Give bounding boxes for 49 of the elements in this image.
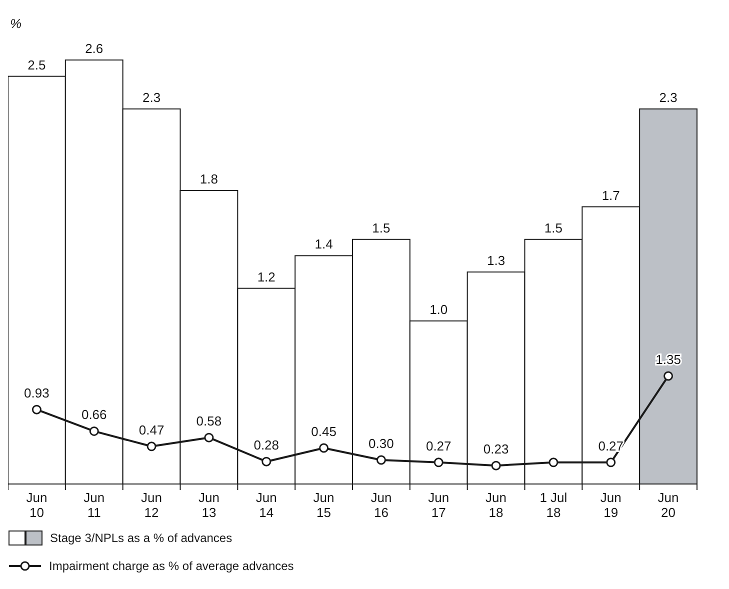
data-label: 1.8 bbox=[200, 171, 218, 186]
x-tick-label: Jun 20 bbox=[658, 490, 679, 520]
data-label: 1.4 bbox=[314, 236, 333, 252]
point bbox=[491, 460, 501, 470]
data-label: 0.45 bbox=[311, 424, 336, 439]
data-label: 2.3 bbox=[142, 90, 161, 105]
data-label: 0.28 bbox=[254, 438, 280, 453]
x-tick-label: Jun 13 bbox=[198, 490, 220, 520]
data-label: 1.7 bbox=[602, 188, 620, 203]
data-label: 1.5 bbox=[372, 220, 390, 236]
x-tick-label: Jun 17 bbox=[428, 490, 450, 520]
data-label: 2.3 bbox=[659, 90, 678, 105]
data-label: 1.2 bbox=[257, 269, 276, 284]
x-tick-label: Jun 19 bbox=[600, 490, 622, 520]
point bbox=[606, 458, 616, 468]
point bbox=[32, 404, 42, 414]
x-tick-label: Jun 18 bbox=[486, 490, 507, 520]
data-label: 0.93 bbox=[24, 386, 50, 401]
point bbox=[204, 432, 214, 442]
legend-label: Impairment charge as % of average advances bbox=[49, 559, 294, 573]
x-tick-label: 1 Jul 18 bbox=[540, 490, 568, 520]
data-label: 1.3 bbox=[487, 253, 506, 268]
data-label: 2.5 bbox=[28, 57, 46, 72]
x-tick-label: Jun 14 bbox=[256, 490, 277, 520]
data-label: 1.0 bbox=[430, 302, 448, 317]
point bbox=[89, 426, 99, 436]
point bbox=[548, 458, 558, 468]
point bbox=[376, 455, 386, 465]
x-tick-label: Jun 15 bbox=[313, 490, 334, 520]
data-label: 1.5 bbox=[544, 220, 562, 236]
legend-label: Stage 3/NPLs as a % of advances bbox=[50, 531, 232, 545]
point bbox=[262, 456, 272, 466]
data-label: 0.23 bbox=[483, 442, 509, 457]
data-label: 0.47 bbox=[138, 422, 164, 438]
y-axis-title: % bbox=[10, 16, 22, 31]
data-label: 0.27 bbox=[426, 438, 452, 454]
data-label: 2.6 bbox=[85, 41, 104, 56]
point bbox=[319, 443, 329, 453]
data-label: 0.30 bbox=[368, 436, 394, 451]
point bbox=[664, 371, 674, 381]
x-tick-label: Jun 10 bbox=[26, 490, 48, 520]
x-tick-label: Jun 12 bbox=[141, 490, 162, 520]
point bbox=[434, 458, 444, 468]
data-label: 0.58 bbox=[196, 414, 222, 429]
point bbox=[146, 442, 156, 452]
x-tick-label: Jun 16 bbox=[370, 490, 392, 520]
x-tick-label: Jun 11 bbox=[84, 490, 105, 520]
data-label: 1.35 bbox=[656, 352, 681, 367]
data-label: 0.66 bbox=[81, 407, 107, 422]
